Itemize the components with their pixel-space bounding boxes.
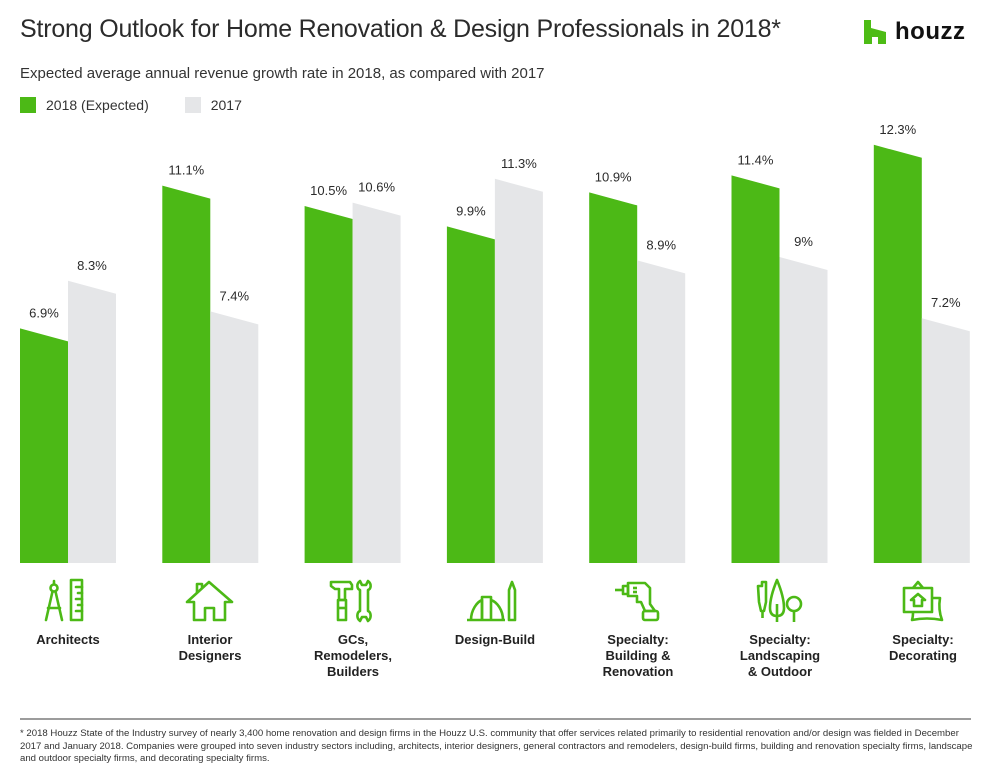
data-label-2018-1: 11.1% [168,163,204,178]
legend-swatch-2018 [20,97,36,113]
bar-2017-2 [352,202,401,563]
data-label-2018-0: 6.9% [29,305,59,320]
pen-trees-icon [756,578,803,622]
bar-2017-3 [494,178,543,564]
data-label-2017-5: 9% [794,234,813,249]
legend-label-2018: 2018 (Expected) [46,97,149,113]
bar-2018-1 [162,185,211,563]
legend-item-2018: 2018 (Expected) [20,97,149,113]
category-gcs-remodelers-builders: GCs, Remodelers, Builders [282,578,424,680]
chart-title: Strong Outlook for Home Renovation & Des… [20,15,781,43]
category-decorating: Specialty: Decorating [852,578,990,664]
bar-chart: 6.9% 8.3% 11.1% 7.4% 10.5% 10.6% 9.9% 11.3% 10.9… [20,122,970,564]
bar-2018-6 [873,144,922,564]
footnote-separator [20,718,971,720]
house-icon [185,580,234,622]
data-label-2017-2: 10.6% [358,180,395,195]
data-label-2017-3: 11.3% [501,156,537,171]
bar-2017-1 [210,311,259,563]
data-label-2017-4: 8.9% [646,237,676,252]
category-architects: Architects [0,578,139,648]
category-label: GCs, Remodelers, Builders [313,632,393,679]
houzz-h-icon [864,20,886,44]
data-label-2018-3: 9.9% [456,203,486,218]
data-label-2018-4: 10.9% [595,169,632,184]
legend-label-2017: 2017 [210,97,242,113]
category-label: Specialty: Landscaping & Outdoor [739,632,821,679]
data-label-2018-6: 12.3% [879,122,916,137]
category-label: Specialty: Decorating [889,632,957,663]
category-design-build: Design-Build [424,578,566,648]
legend-item-2017: 2017 [184,97,242,113]
bar-2018-5 [731,175,780,563]
houzz-logo: houzz [864,18,965,46]
chart-subtitle: Expected average annual revenue growth r… [20,65,545,82]
bar-2017-6 [921,318,970,563]
data-label-2018-5: 11.4% [738,152,774,167]
category-label: Specialty: Building & Renovation [602,632,674,679]
category-landscaping-outdoor: Specialty: Landscaping & Outdoor [709,578,851,680]
data-label-2017-0: 8.3% [77,258,107,273]
bar-2018-2 [304,206,353,563]
picture-pillow-icon [902,580,944,622]
legend-swatch-2017 [184,97,201,113]
bar-2018-0 [20,328,68,563]
bar-2018-3 [446,226,495,563]
category-label: Architects [36,632,100,647]
bar-2017-0 [68,280,116,563]
hammer-wrench-icon [329,579,372,623]
data-label-2018-2: 10.5% [310,183,347,198]
footnote: * 2018 Houzz State of the Industry surve… [20,728,973,764]
bar-2017-5 [779,257,828,563]
legend: 2018 (Expected) 2017 [20,97,278,113]
data-label-2017-1: 7.4% [219,288,249,303]
bar-2018-4 [589,192,638,563]
data-label-2017-6: 7.2% [931,295,961,310]
category-building-renovation: Specialty: Building & Renovation [567,578,709,680]
bar-2017-4 [637,260,686,563]
hardhat-pencil-icon [467,580,517,622]
logo-text: houzz [895,18,966,45]
category-label: Interior Designers [178,632,242,663]
category-label: Design-Build [454,632,536,647]
category-interior-designers: Interior Designers [139,578,281,664]
architect-compass-ruler-icon [44,578,84,622]
drill-icon [615,581,660,622]
